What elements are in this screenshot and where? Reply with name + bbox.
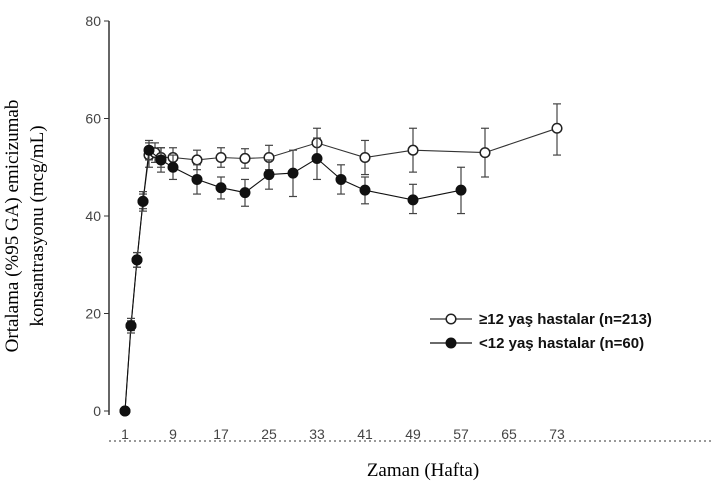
legend-item-children: <12 yaş hastalar (n=60) xyxy=(430,335,644,352)
x-tick-label: 41 xyxy=(357,426,373,442)
data-point xyxy=(263,169,275,181)
series-group xyxy=(119,103,563,417)
data-point xyxy=(311,152,323,164)
data-point xyxy=(155,154,167,166)
x-tick-label: 57 xyxy=(453,426,469,442)
data-point xyxy=(407,144,419,156)
legend-label-adults: ≥12 yaş hastalar (n=213) xyxy=(479,311,652,328)
y-tick-label: 80 xyxy=(85,13,101,29)
data-point xyxy=(131,254,143,266)
y-tick-label: 20 xyxy=(85,306,101,322)
x-tick-label: 73 xyxy=(549,426,565,442)
data-point xyxy=(287,167,299,179)
data-point xyxy=(119,405,131,417)
data-point xyxy=(551,122,563,134)
data-point xyxy=(359,184,371,196)
y-axis-title-line1: Ortalama (%95 GA) emicizumab xyxy=(2,100,23,353)
x-tick-label: 25 xyxy=(261,426,277,442)
legend-item-adults: ≥12 yaş hastalar (n=213) xyxy=(430,311,652,328)
data-point xyxy=(215,182,227,194)
x-tick-label: 33 xyxy=(309,426,325,442)
data-point xyxy=(167,161,179,173)
y-tick-label: 60 xyxy=(85,111,101,127)
y-tick-label: 40 xyxy=(85,208,101,224)
legend-marker-open-icon xyxy=(445,313,457,325)
y-axis-title-line2: konsantrasyonu (mcg/mL) xyxy=(27,125,48,326)
data-point xyxy=(143,144,155,156)
data-point xyxy=(191,173,203,185)
series-adults xyxy=(119,103,563,417)
legend-label-children: <12 yaş hastalar (n=60) xyxy=(479,335,644,352)
x-tick-label: 17 xyxy=(213,426,229,442)
x-axis-title: Zaman (Hafta) xyxy=(367,460,479,481)
y-tick-label: 0 xyxy=(93,403,101,419)
data-point xyxy=(215,151,227,164)
data-point xyxy=(191,154,203,166)
data-point xyxy=(407,194,419,206)
data-point xyxy=(239,187,251,199)
x-tick-label: 1 xyxy=(121,426,129,442)
data-point xyxy=(479,147,491,159)
x-tick-label: 49 xyxy=(405,426,421,442)
x-tick-label: 9 xyxy=(169,426,177,442)
data-point xyxy=(137,195,149,207)
x-tick-label: 65 xyxy=(501,426,517,442)
legend: ≥12 yaş hastalar (n=213) <12 yaş hastala… xyxy=(430,311,652,352)
data-point xyxy=(239,152,251,165)
series-children xyxy=(119,137,467,417)
axes xyxy=(108,21,712,442)
tick-group: 0 20 40 60 80 1 9 17 25 33 41 49 57 65 73 xyxy=(85,13,565,442)
data-point xyxy=(359,151,371,164)
data-point xyxy=(335,173,347,185)
legend-marker-filled-icon xyxy=(445,337,457,349)
data-point xyxy=(125,320,137,332)
data-point xyxy=(455,184,467,196)
